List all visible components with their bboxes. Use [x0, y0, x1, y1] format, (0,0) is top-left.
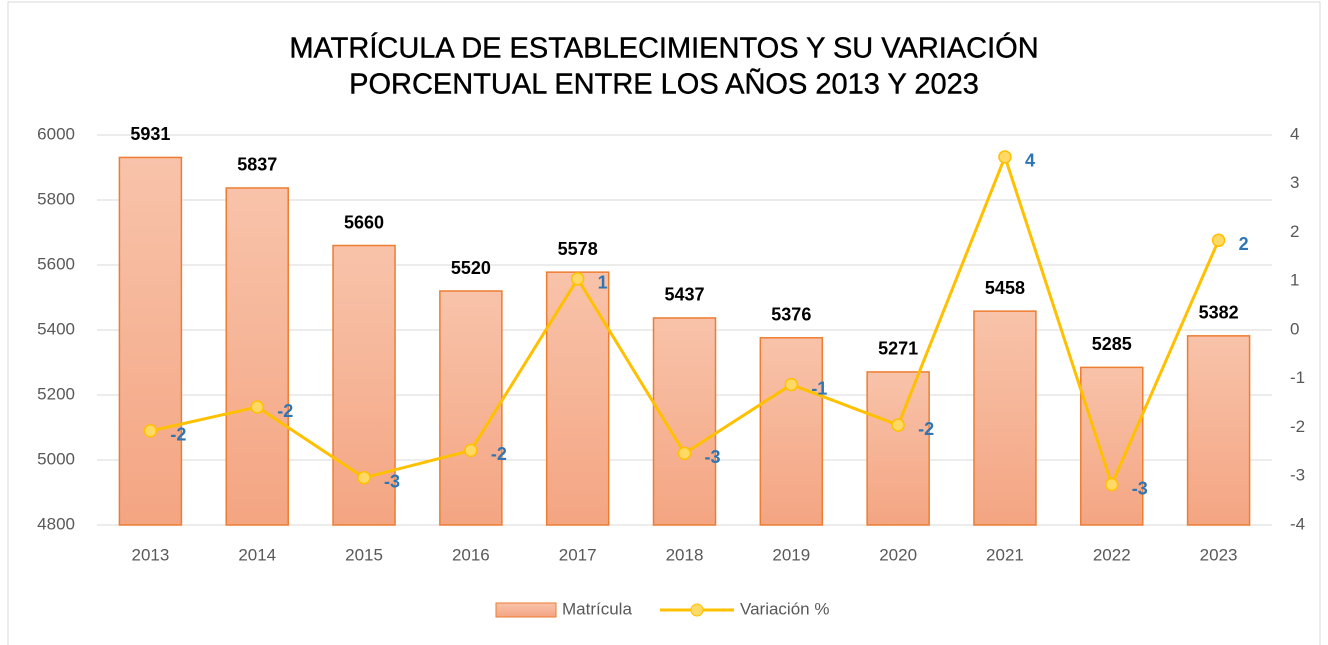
bar — [1186, 335, 1251, 526]
bar — [973, 310, 1037, 526]
data-label: 5458 — [985, 278, 1025, 298]
chart-border — [7, 1, 1321, 645]
data-label: -2 — [277, 401, 293, 421]
bar — [118, 156, 183, 526]
y-tick-label: 5800 — [37, 189, 75, 208]
chart-title: PORCENTUAL ENTRE LOS AÑOS 2013 Y 2023 — [349, 67, 979, 101]
data-label: -2 — [491, 444, 507, 464]
x-tick-label: 2021 — [986, 545, 1024, 564]
line-marker — [464, 443, 478, 458]
x-tick-label: 2020 — [879, 545, 917, 564]
bar — [652, 317, 717, 526]
line-marker — [250, 400, 264, 414]
line-marker — [784, 377, 799, 392]
y2-tick-label: -1 — [1290, 368, 1305, 387]
data-label: -2 — [918, 419, 934, 439]
x-tick-label: 2018 — [666, 545, 704, 564]
legend-swatch — [690, 603, 704, 617]
x-tick-label: 2015 — [345, 545, 383, 564]
line-marker — [570, 272, 585, 286]
y2-tick-label: 1 — [1290, 271, 1299, 290]
x-tick-label: 2022 — [1093, 545, 1131, 564]
bar — [545, 271, 610, 526]
data-label: 1 — [598, 273, 608, 293]
data-label: 5837 — [237, 155, 277, 175]
data-label: 4 — [1025, 151, 1035, 171]
legend-label: Variación % — [740, 599, 829, 618]
data-label: 5382 — [1199, 303, 1239, 323]
line-marker — [1105, 477, 1119, 492]
chart-title: MATRÍCULA DE ESTABLECIMIENTOS Y SU VARIA… — [289, 32, 1038, 65]
y2-tick-label: 2 — [1290, 222, 1299, 241]
x-tick-label: 2023 — [1200, 545, 1238, 564]
data-label: 5660 — [344, 212, 384, 232]
y2-tick-label: 4 — [1290, 124, 1299, 143]
data-label: 5271 — [878, 339, 918, 359]
line-marker — [891, 418, 905, 432]
data-label: 5285 — [1092, 334, 1132, 354]
y-tick-label: 5000 — [37, 449, 75, 468]
y-tick-label: 6000 — [37, 124, 75, 143]
y2-tick-label: 0 — [1290, 319, 1299, 338]
line-marker — [357, 470, 371, 485]
data-label: -3 — [384, 471, 400, 491]
y2-tick-label: -4 — [1290, 514, 1305, 533]
line-marker — [1211, 233, 1226, 248]
y2-tick-label: 3 — [1290, 173, 1299, 192]
line-marker — [143, 424, 158, 438]
y-tick-label: 4800 — [37, 514, 75, 533]
y-tick-label: 5400 — [37, 319, 75, 338]
legend-label: Matrícula — [562, 599, 632, 618]
legend-swatch — [495, 602, 557, 618]
data-label: -2 — [170, 425, 186, 445]
x-tick-label: 2013 — [131, 545, 169, 564]
data-label: 5376 — [771, 305, 811, 325]
y-tick-label: 5600 — [37, 254, 75, 273]
line-marker — [677, 446, 692, 461]
data-label: -3 — [705, 447, 721, 467]
x-tick-label: 2017 — [559, 545, 597, 564]
data-label: 5578 — [558, 239, 598, 259]
bar — [225, 187, 289, 526]
data-label: 5931 — [130, 124, 170, 144]
bar — [439, 290, 503, 526]
data-label: 5437 — [664, 285, 704, 305]
x-tick-label: 2016 — [452, 545, 490, 564]
y2-tick-label: -3 — [1290, 466, 1305, 485]
bar — [866, 371, 930, 526]
data-label: -3 — [1132, 478, 1148, 498]
data-label: 5520 — [451, 258, 491, 278]
bar — [1080, 366, 1144, 526]
data-label: -1 — [811, 378, 827, 398]
x-tick-label: 2014 — [238, 545, 276, 564]
data-label: 2 — [1239, 234, 1249, 254]
y-tick-label: 5200 — [37, 384, 75, 403]
x-tick-label: 2019 — [772, 545, 810, 564]
line-marker — [998, 150, 1012, 164]
y2-tick-label: -2 — [1290, 417, 1305, 436]
bar — [759, 337, 824, 526]
